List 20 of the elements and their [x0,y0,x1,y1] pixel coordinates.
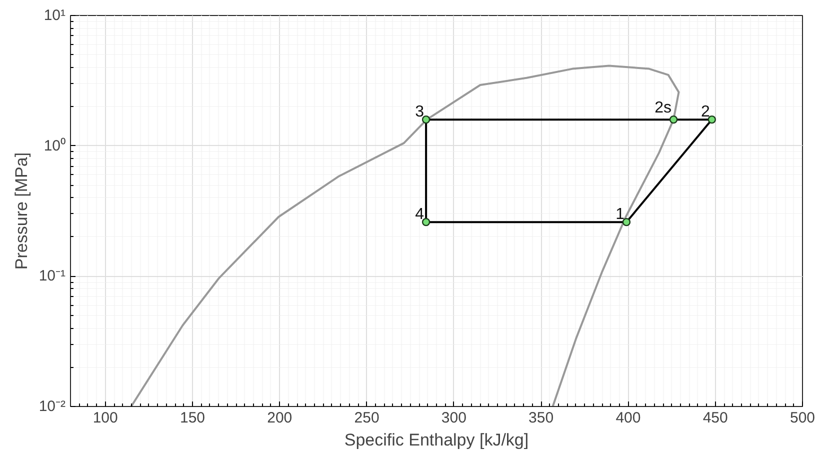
annotation: 2 [700,104,710,121]
y-tick-label: 10⁻² [38,398,66,415]
annotation: 4 [415,206,424,224]
x-tick-label: 100 [92,410,118,426]
x-tick-label: 450 [702,410,728,426]
y-tick-label: 10¹ [44,7,66,24]
y-tick-label: 10⁰ [44,137,66,154]
x-tick-label: 350 [528,410,554,426]
x-tick-label: 500 [790,410,816,426]
annotation: 1 [616,206,625,224]
x-tick-label: 300 [441,410,466,426]
x-axis-title: Specific Enthalpy [kJ/kg] [344,430,529,450]
annotation: 3 [415,104,424,121]
x-tick-label: 200 [267,410,292,426]
annotation: 2s [654,100,672,117]
y-tick-label: 10⁻¹ [38,268,66,285]
x-tick-label: 400 [616,410,641,426]
x-tick-label: 250 [354,410,380,426]
x-tick-label: 150 [180,410,206,426]
y-axis-title: Pressure [MPa] [12,152,31,270]
